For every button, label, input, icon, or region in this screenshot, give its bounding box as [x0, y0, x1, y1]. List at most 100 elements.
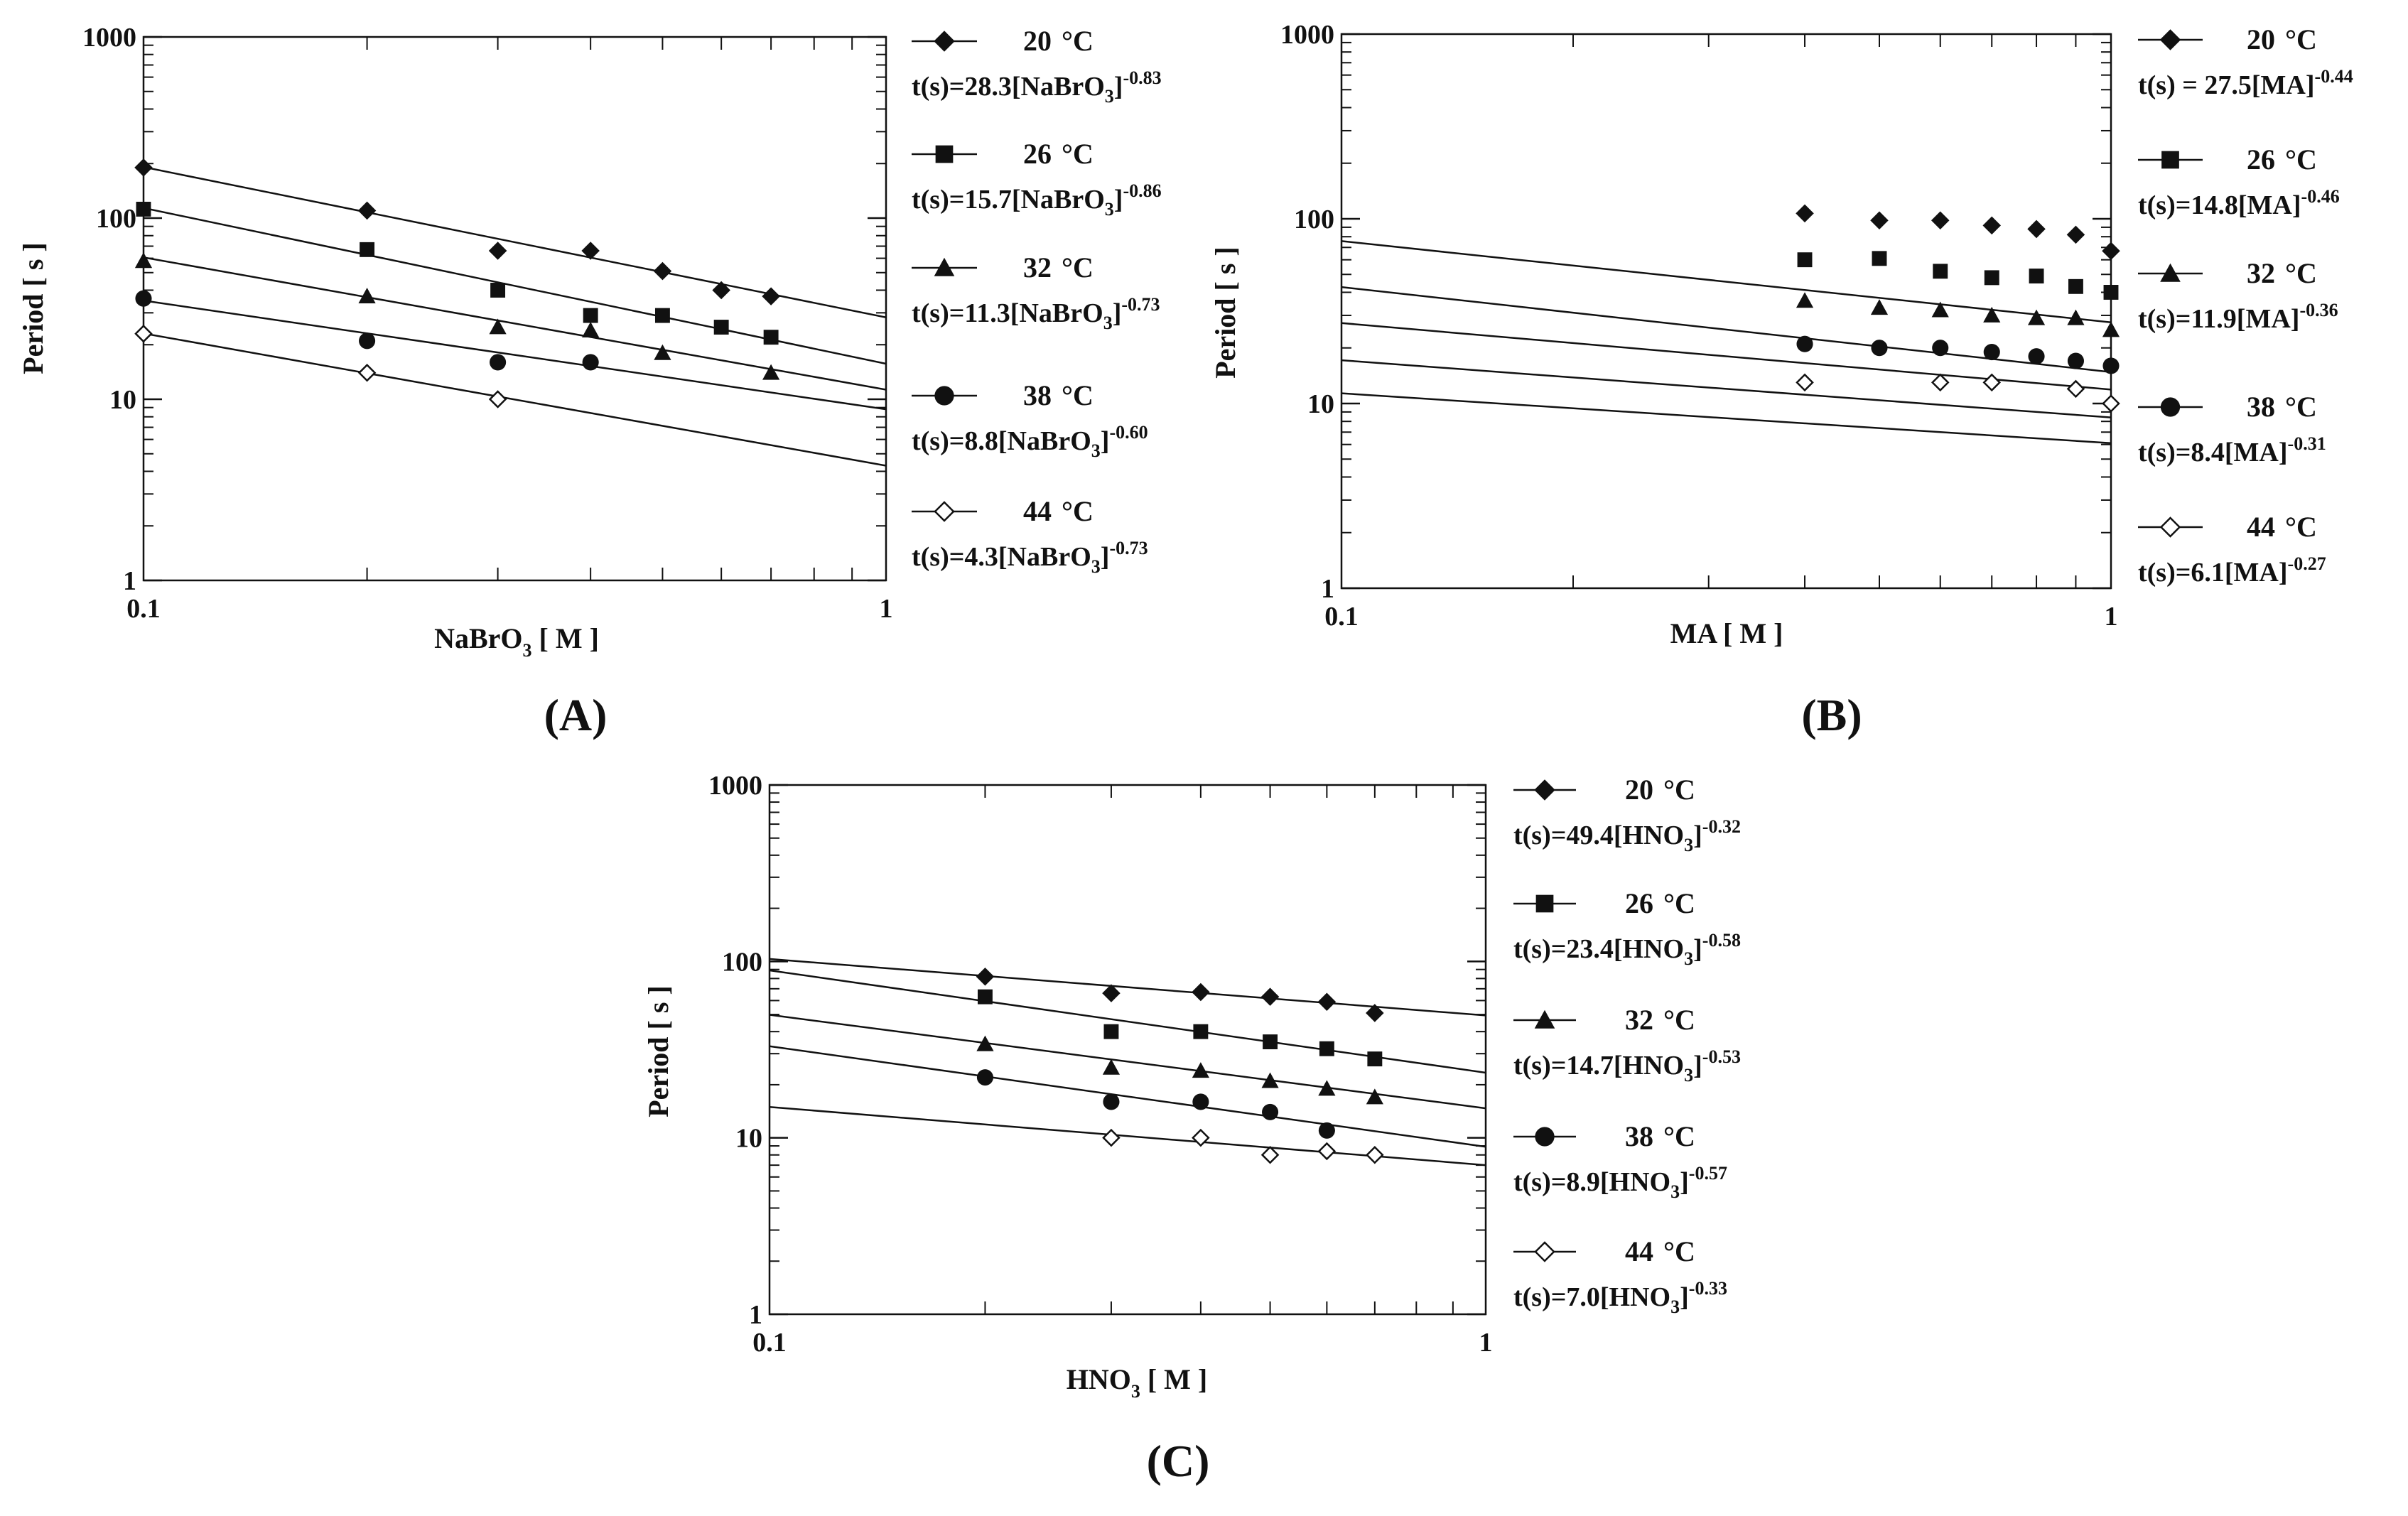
x-tick-label: 0.1 [126, 594, 161, 624]
legend-label: 26 °C [1625, 887, 1695, 919]
data-point [1871, 340, 1888, 357]
legend-label: 38 °C [1023, 379, 1094, 411]
legend-entry: 20 °C t(s) = 27.5[MA]-0.44 [2138, 23, 2353, 100]
data-point [2066, 379, 2085, 399]
eq-close: ] [1114, 185, 1123, 215]
data-point [1984, 270, 1999, 286]
data-point [2028, 348, 2045, 365]
eq-main: t(s)=14.7[HNO [1513, 1051, 1684, 1081]
legend-marker [934, 386, 954, 406]
y-axis-label: Period [ s ] [1209, 247, 1241, 379]
legend-marker [2159, 516, 2181, 538]
data-point [976, 967, 995, 986]
legend-temp: 20 [1023, 25, 1052, 57]
legend-entry: 38 °C t(s)=8.4[MA]-0.31 [2138, 391, 2326, 467]
eq-close: ] [1114, 72, 1123, 102]
legend-unit: °C [2285, 144, 2317, 175]
legend-temp: 26 [1625, 887, 1653, 919]
data-point [712, 281, 730, 300]
eq-close: ] [1693, 934, 1702, 964]
legend-entry: 44 °C t(s)=6.1[MA]-0.27 [2138, 511, 2326, 588]
eq-exponent: -0.31 [2288, 433, 2326, 454]
eq-sub: 3 [1670, 1296, 1680, 1317]
x-axis-label-sub: 3 [1131, 1381, 1140, 1402]
series-26C [770, 969, 1486, 1074]
eq-main: t(s) = 27.5[MA] [2138, 70, 2315, 100]
legend-temp: 44 [1023, 495, 1052, 527]
panel-label: (A) [544, 690, 608, 740]
legend-unit: °C [1663, 1235, 1695, 1267]
y-tick-label: 100 [96, 204, 136, 234]
legend-entry: 20 °C t(s)=49.4[HNO3]-0.32 [1513, 774, 1741, 855]
fit-line [770, 1014, 1486, 1110]
legend-entry: 32 °C t(s)=11.9[MA]-0.36 [2138, 257, 2338, 334]
fit-line [770, 1045, 1486, 1148]
y-tick-label: 1000 [708, 771, 762, 801]
eq-close: ] [1680, 1167, 1689, 1197]
legend-label: 26 °C [2247, 144, 2317, 175]
y-tick-label: 1 [749, 1300, 762, 1330]
data-point [2067, 352, 2084, 369]
legend-label: 38 °C [2247, 391, 2317, 423]
plot-frame [768, 784, 1487, 1316]
legend-entry: 38 °C t(s)=8.9[HNO3]-0.57 [1513, 1120, 1727, 1202]
data-point [134, 252, 153, 269]
legend-entry: 44 °C t(s)=4.3[NaBrO3]-0.73 [912, 495, 1148, 577]
data-point [762, 287, 780, 305]
legend-label: 20 °C [2247, 23, 2317, 55]
x-axis-label-sub: 3 [523, 640, 532, 661]
legend-label: 44 °C [1625, 1235, 1695, 1267]
data-point [1318, 1122, 1335, 1139]
data-point [2102, 357, 2120, 374]
legend-temp: 32 [1023, 251, 1052, 283]
data-point [489, 318, 507, 335]
data-point [977, 989, 993, 1005]
data-point [1872, 251, 1887, 266]
series-44C [134, 324, 886, 467]
data-point [1192, 1093, 1209, 1110]
eq-exponent: -0.86 [1123, 180, 1161, 201]
data-point [1931, 301, 1949, 318]
fit-line [144, 256, 886, 391]
legend-entry: 38 °C t(s)=8.8[NaBrO3]-0.60 [912, 379, 1148, 461]
y-tick-label: 10 [109, 385, 136, 415]
legend-label: 44 °C [1023, 495, 1094, 527]
data-point [357, 363, 377, 382]
series-38C [135, 290, 886, 411]
eq-exponent: -0.32 [1702, 816, 1741, 837]
legend-unit: °C [1663, 1004, 1695, 1036]
y-axis-label: Period [ s ] [642, 985, 674, 1117]
series-38C [1341, 335, 2120, 418]
y-tick-label: 100 [722, 947, 762, 977]
eq-main: t(s)=11.9[MA] [2138, 304, 2299, 334]
eq-main: t(s)=28.3[NaBrO [912, 72, 1105, 102]
data-point [357, 201, 377, 220]
series-32C [1341, 292, 2120, 391]
legend-temp: 38 [1625, 1120, 1653, 1152]
legend-unit: °C [1062, 138, 1094, 170]
data-point [1102, 1059, 1121, 1075]
legend-unit: °C [1663, 774, 1695, 806]
data-point [582, 354, 599, 371]
data-point [359, 332, 376, 350]
data-point [1982, 373, 2002, 392]
eq-sub: 3 [1670, 1181, 1680, 1202]
series-20C [770, 958, 1486, 1022]
data-point [1193, 1024, 1209, 1039]
eq-main: t(s)=7.0[HNO [1513, 1282, 1670, 1312]
legend-temp: 26 [1023, 138, 1052, 170]
fit-line [1341, 392, 2111, 445]
data-point [488, 390, 507, 408]
eq-main: t(s)=4.3[NaBrO [912, 542, 1091, 572]
series-32C [134, 252, 886, 391]
panel-label: (C) [1147, 1436, 1210, 1486]
data-point [1263, 1034, 1278, 1050]
fit-equation: t(s)=49.4[HNO3]-0.32 [1513, 816, 1741, 855]
fit-equation: t(s)=11.9[MA]-0.36 [2138, 300, 2338, 334]
eq-close: ] [1101, 542, 1110, 572]
x-tick-label: 1 [1479, 1328, 1493, 1358]
eq-sub: 3 [1684, 835, 1693, 855]
data-point [1366, 1088, 1383, 1105]
